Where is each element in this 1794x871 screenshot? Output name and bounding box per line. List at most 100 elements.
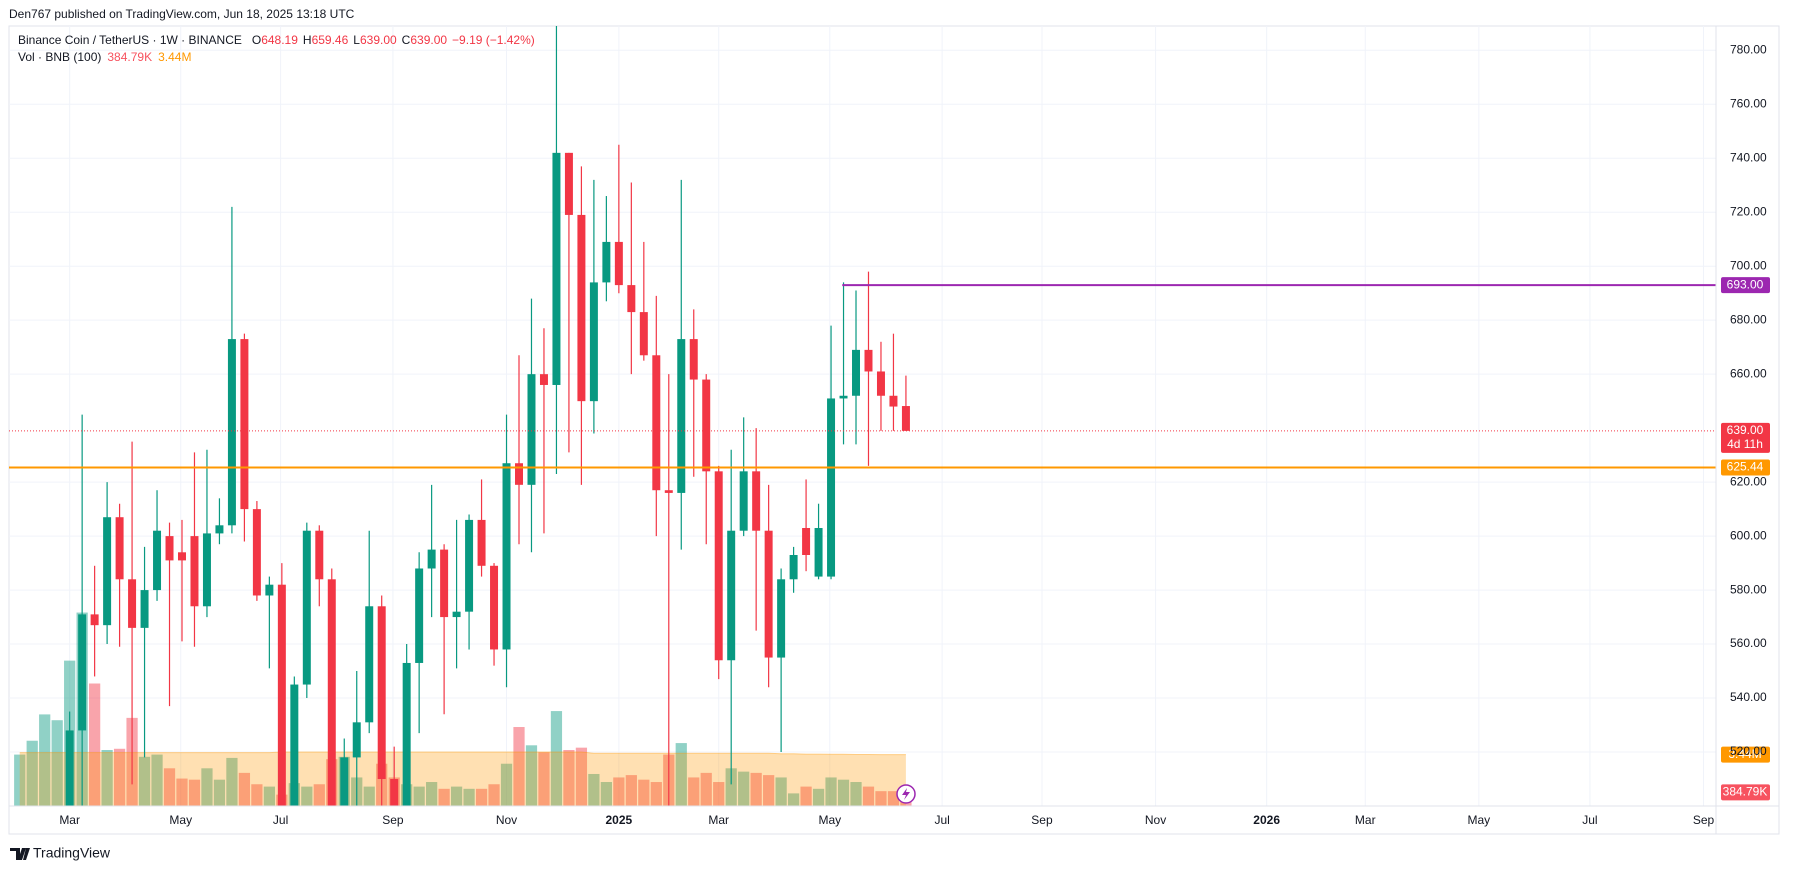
- x-tick-label: Jul: [273, 813, 288, 827]
- volume-bar: [201, 768, 213, 806]
- chart-frame: [8, 25, 1780, 835]
- candle-body: [327, 579, 336, 806]
- candle-body: [614, 241, 623, 286]
- candle-body: [589, 282, 598, 402]
- candle-body: [290, 684, 299, 806]
- volume-bar: [850, 782, 862, 806]
- y-tick-label: 760.00: [1730, 96, 1767, 110]
- volume-bar: [700, 772, 712, 806]
- x-tick-label: May: [1468, 813, 1491, 827]
- volume-bar: [113, 748, 126, 806]
- volume-bar: [151, 754, 163, 806]
- volume-bar: [525, 745, 538, 806]
- price-label-box: [1721, 277, 1770, 294]
- price-label: 639.00: [1727, 423, 1764, 437]
- volume-bar: [51, 720, 63, 806]
- volume-bar: [138, 756, 151, 806]
- y-tick-label: 560.00: [1730, 636, 1767, 650]
- volume-bar: [725, 768, 737, 806]
- x-tick-label: Mar: [1355, 813, 1376, 827]
- candle-body: [739, 471, 748, 531]
- candle-body: [302, 530, 311, 685]
- y-tick-label: 620.00: [1730, 474, 1767, 488]
- volume-bar: [426, 782, 438, 806]
- volume-bar: [875, 791, 887, 806]
- volume-ma-area: [19, 752, 906, 806]
- volume-bar: [263, 786, 275, 806]
- legend-volume-ma: 3.44M: [158, 50, 191, 64]
- candle-body: [527, 374, 536, 485]
- volume-bar: [226, 757, 238, 806]
- x-tick-label: May: [818, 813, 841, 827]
- volume-bar: [313, 784, 325, 806]
- candles: [65, 26, 910, 806]
- candle-body: [190, 536, 199, 607]
- volume-bar: [163, 768, 176, 806]
- candle-body: [315, 530, 324, 580]
- candle-body: [539, 374, 548, 385]
- candle-body: [577, 214, 586, 402]
- y-tick-label: 780.00: [1730, 42, 1767, 56]
- volume-ma-label-box: [1721, 746, 1770, 763]
- candle-body: [140, 590, 149, 628]
- candle-body: [128, 579, 137, 628]
- legend-ohlc-letter: L: [353, 33, 360, 47]
- y-tick-label: 700.00: [1730, 258, 1767, 272]
- volume-label-box: [1721, 784, 1770, 801]
- x-tick-label: 2025: [606, 813, 633, 827]
- legend-change: −9.19 (−1.42%): [452, 33, 535, 47]
- footer: TradingView: [33, 845, 111, 861]
- legend-ohlc-value: 659.46: [312, 33, 349, 47]
- price-countdown: 4d 11h: [1727, 437, 1763, 451]
- x-tick-label: Mar: [708, 813, 729, 827]
- volume-bar: [500, 763, 513, 806]
- x-tick-label: 2026: [1253, 813, 1280, 827]
- candle-body: [752, 471, 761, 531]
- candle-body: [390, 779, 399, 806]
- x-tick-label: Jul: [1582, 813, 1597, 827]
- legend-line-2: Vol · BNB (100) 384.79K 3.44M: [18, 50, 191, 64]
- candle-body: [165, 536, 174, 561]
- volume-bar: [887, 791, 900, 806]
- x-tick-label: Sep: [1031, 813, 1053, 827]
- volume-bar: [837, 779, 850, 806]
- y-tick-label: 540.00: [1730, 690, 1767, 704]
- candle-body: [277, 584, 286, 806]
- candle-body: [652, 355, 661, 491]
- candle-body: [664, 490, 673, 493]
- volume-bar: [550, 711, 563, 806]
- volume-bar: [363, 786, 375, 806]
- candle-body: [477, 519, 486, 566]
- candle-body: [802, 528, 811, 555]
- candle-body: [265, 584, 274, 596]
- volume-bar: [513, 727, 525, 806]
- header: Den767 published on TradingView.com, Jun…: [9, 7, 355, 21]
- volume-bar: [438, 788, 450, 806]
- candle-body: [352, 722, 361, 758]
- y-tick-label: 600.00: [1730, 528, 1767, 542]
- candle-body: [702, 379, 711, 472]
- volume-bar: [26, 740, 38, 806]
- volume-bar: [787, 793, 800, 806]
- volume-bar: [775, 777, 787, 806]
- axes: Mar May Jul Sep Nov 2025 Mar May Jul Sep Nov 2026 Ma…: [9, 26, 1779, 834]
- volume-bar: [650, 782, 662, 806]
- legend-ohlc-value: 648.19: [261, 33, 298, 47]
- x-tick-label: Sep: [1693, 813, 1715, 827]
- candle-body: [689, 339, 698, 380]
- volume-bar: [39, 714, 51, 806]
- volume-label: 384.79K: [1723, 785, 1768, 799]
- volume-bar: [638, 779, 650, 806]
- volume-bar: [812, 788, 825, 806]
- volume-bar: [625, 775, 637, 806]
- volume-ma-label: 3.44M: [1728, 747, 1761, 761]
- candle-body: [789, 554, 798, 580]
- legend-line-1: Binance Coin / TetherUS · 1W · BINANCE O6…: [18, 33, 535, 47]
- candle-body: [839, 395, 848, 399]
- x-tick-label: Nov: [1145, 813, 1166, 827]
- volume-bar: [89, 683, 101, 806]
- candle-body: [252, 509, 261, 596]
- volume-bar: [825, 777, 837, 806]
